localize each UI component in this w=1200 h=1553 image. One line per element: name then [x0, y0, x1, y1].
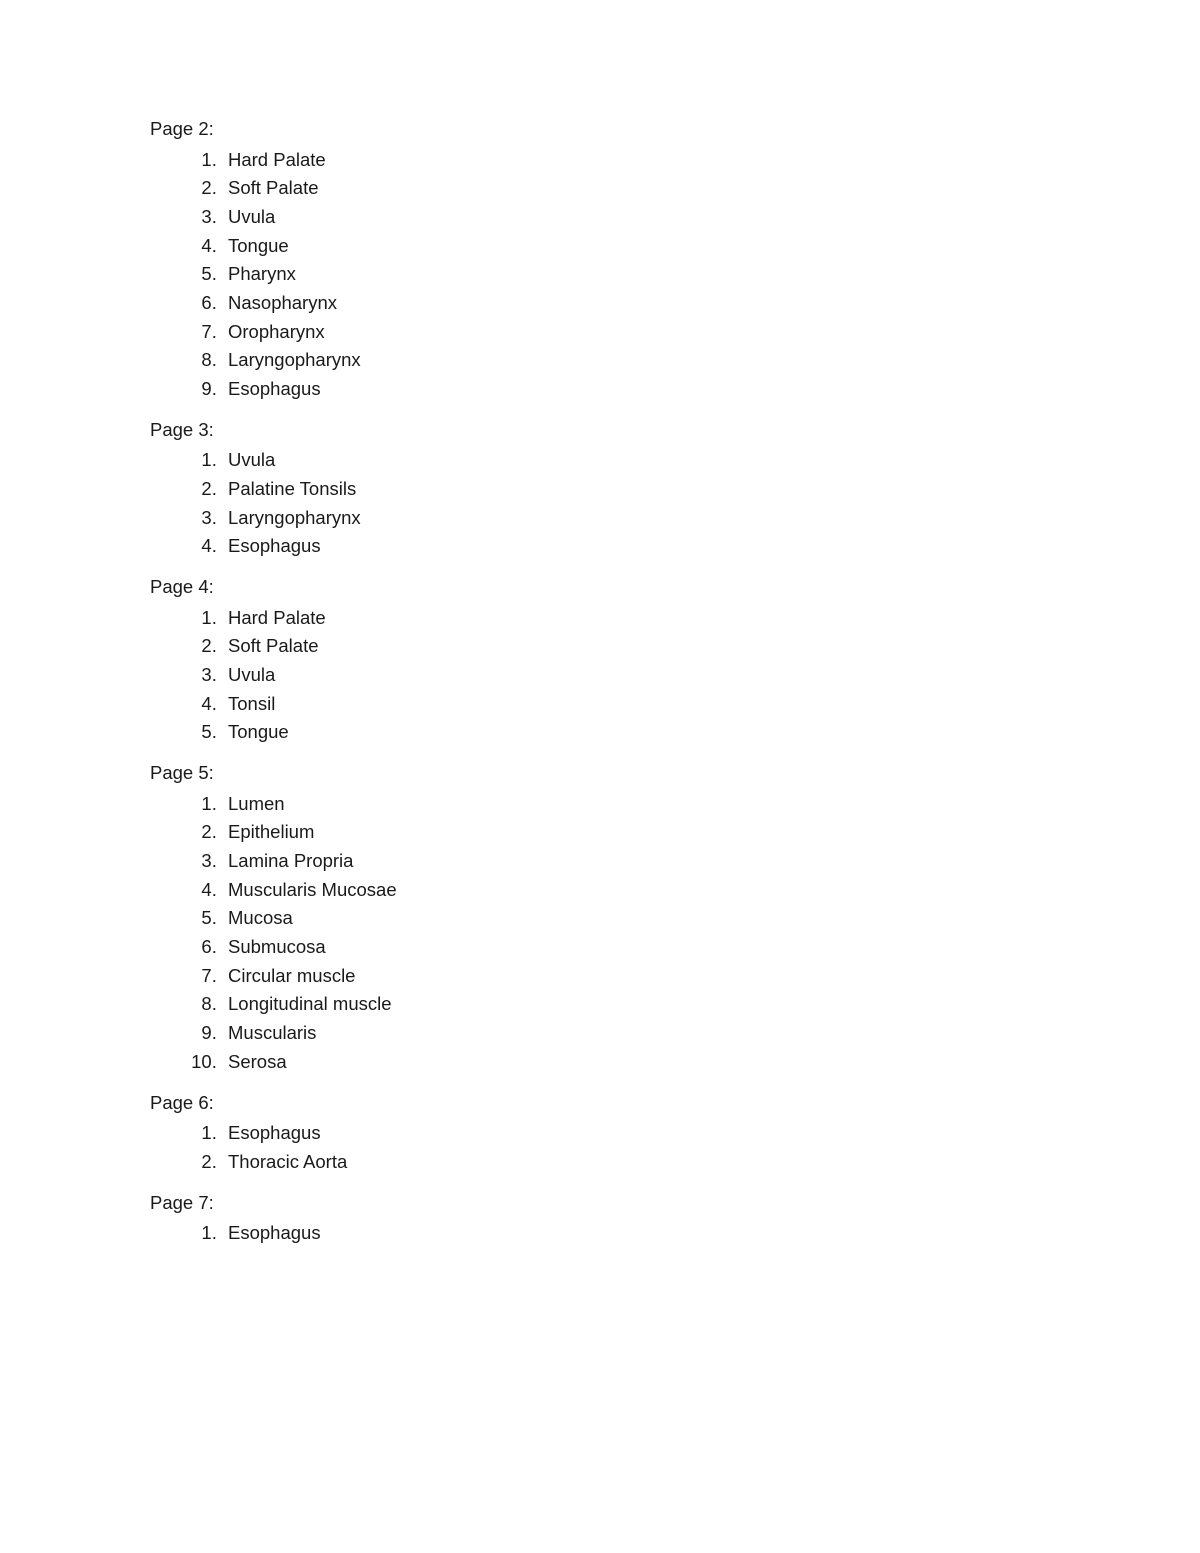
list-item: Oropharynx [222, 318, 1050, 347]
list-item: Uvula [222, 203, 1050, 232]
list-item: Tonsil [222, 690, 1050, 719]
section-page-7: Page 7: Esophagus [150, 1189, 1050, 1248]
list-item: Lumen [222, 790, 1050, 819]
item-list: Hard Palate Soft Palate Uvula Tongue Pha… [150, 146, 1050, 404]
list-item: Esophagus [222, 1119, 1050, 1148]
list-item: Esophagus [222, 1219, 1050, 1248]
section-page-6: Page 6: Esophagus Thoracic Aorta [150, 1089, 1050, 1177]
list-item: Esophagus [222, 375, 1050, 404]
list-item: Longitudinal muscle [222, 990, 1050, 1019]
item-list: Esophagus Thoracic Aorta [150, 1119, 1050, 1176]
list-item: Circular muscle [222, 962, 1050, 991]
list-item: Thoracic Aorta [222, 1148, 1050, 1177]
list-item: Serosa [222, 1048, 1050, 1077]
section-page-3: Page 3: Uvula Palatine Tonsils Laryngoph… [150, 416, 1050, 561]
list-item: Nasopharynx [222, 289, 1050, 318]
section-title: Page 3: [150, 416, 1050, 445]
list-item: Mucosa [222, 904, 1050, 933]
list-item: Pharynx [222, 260, 1050, 289]
list-item: Laryngopharynx [222, 346, 1050, 375]
list-item: Soft Palate [222, 632, 1050, 661]
section-title: Page 6: [150, 1089, 1050, 1118]
item-list: Uvula Palatine Tonsils Laryngopharynx Es… [150, 446, 1050, 561]
item-list: Lumen Epithelium Lamina Propria Muscular… [150, 790, 1050, 1077]
section-title: Page 5: [150, 759, 1050, 788]
list-item: Tongue [222, 718, 1050, 747]
list-item: Epithelium [222, 818, 1050, 847]
section-page-5: Page 5: Lumen Epithelium Lamina Propria … [150, 759, 1050, 1076]
list-item: Hard Palate [222, 146, 1050, 175]
list-item: Muscularis Mucosae [222, 876, 1050, 905]
list-item: Muscularis [222, 1019, 1050, 1048]
list-item: Uvula [222, 661, 1050, 690]
list-item: Laryngopharynx [222, 504, 1050, 533]
list-item: Uvula [222, 446, 1050, 475]
section-page-2: Page 2: Hard Palate Soft Palate Uvula To… [150, 115, 1050, 404]
list-item: Esophagus [222, 532, 1050, 561]
section-title: Page 2: [150, 115, 1050, 144]
list-item: Tongue [222, 232, 1050, 261]
list-item: Palatine Tonsils [222, 475, 1050, 504]
document-page: Page 2: Hard Palate Soft Palate Uvula To… [0, 0, 1200, 1553]
section-page-4: Page 4: Hard Palate Soft Palate Uvula To… [150, 573, 1050, 747]
list-item: Lamina Propria [222, 847, 1050, 876]
section-title: Page 7: [150, 1189, 1050, 1218]
list-item: Soft Palate [222, 174, 1050, 203]
list-item: Submucosa [222, 933, 1050, 962]
list-item: Hard Palate [222, 604, 1050, 633]
item-list: Esophagus [150, 1219, 1050, 1248]
section-title: Page 4: [150, 573, 1050, 602]
item-list: Hard Palate Soft Palate Uvula Tonsil Ton… [150, 604, 1050, 747]
